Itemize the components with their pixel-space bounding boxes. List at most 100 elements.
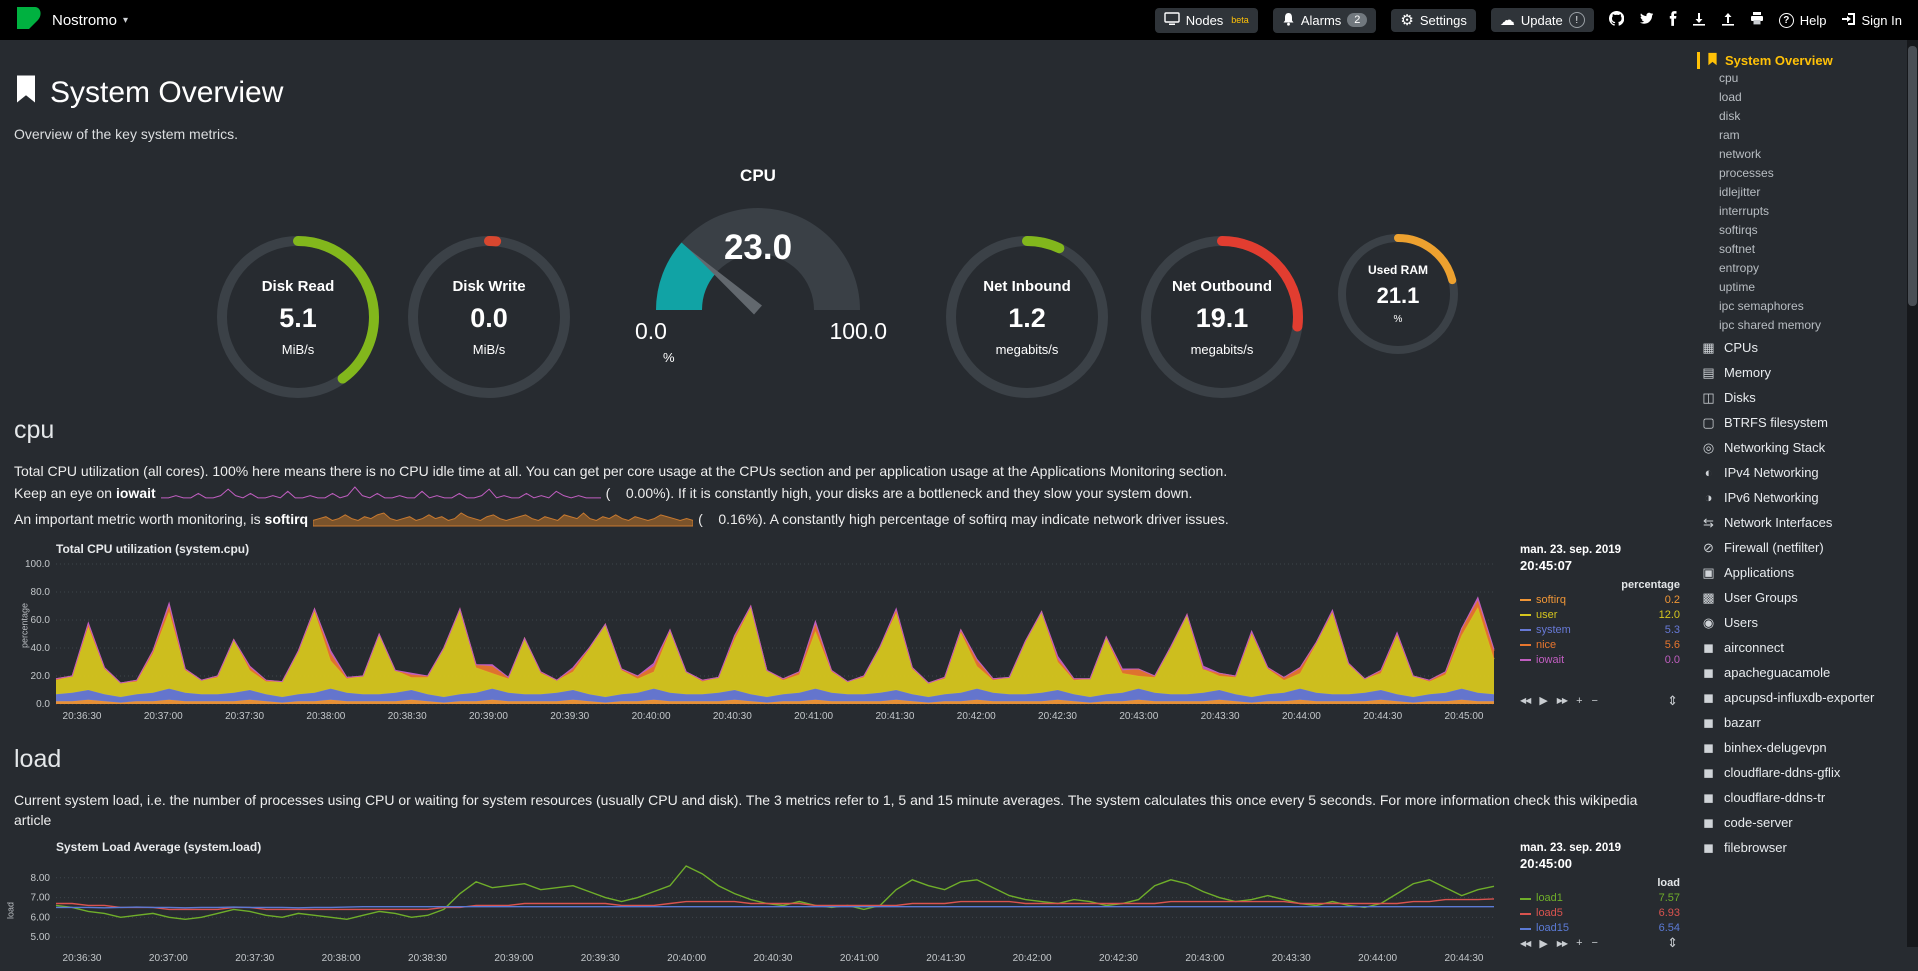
sidebar-subitem-softirqs[interactable]: softirqs xyxy=(1719,223,1758,237)
sidebar-item-ipv4-networking[interactable]: ◐ IPv4 Networking xyxy=(1697,460,1905,485)
sidebar-item-filebrowser[interactable]: ◼ filebrowser xyxy=(1697,835,1905,860)
pan-backward-icon[interactable]: ◀◀ xyxy=(1520,696,1531,706)
sidebar-subitem-processes[interactable]: processes xyxy=(1719,166,1774,180)
svg-text:20:39:00: 20:39:00 xyxy=(494,953,533,964)
svg-text:20:39:00: 20:39:00 xyxy=(469,711,508,722)
cpu-chart-svg[interactable]: 0.0 20.0 40.0 60.0 80.0 100.0 20:36:30 20:37:00… xyxy=(14,558,1502,724)
resize-icon[interactable]: ⇕ xyxy=(1667,935,1678,951)
sidebar-item-label: binhex-delugevpn xyxy=(1724,740,1827,755)
node-selector[interactable]: Nostromo ▾ xyxy=(52,11,129,29)
sidebar-item-cpus[interactable]: ▦ CPUs xyxy=(1697,335,1905,360)
import-button[interactable] xyxy=(1692,12,1706,29)
sidebar-item-cloudflare-ddns-gflix[interactable]: ◼ cloudflare-ddns-gflix xyxy=(1697,760,1905,785)
zoom-in-icon[interactable]: + xyxy=(1576,694,1583,707)
legend-item-nice[interactable]: nice 5.6 xyxy=(1520,638,1680,653)
nodes-button[interactable]: Nodes beta xyxy=(1154,7,1258,33)
sidebar-subitem-ipc-shared-memory[interactable]: ipc shared memory xyxy=(1719,318,1822,332)
cpu-chart-legend-panel: man. 23. sep. 2019 20:45:07 percentage s… xyxy=(1512,542,1680,729)
gauge-net-outbound[interactable]: Net Outbound 19.1 megabits/s xyxy=(1140,235,1304,399)
cpu-plot-area[interactable]: 0.0 20.0 40.0 60.0 80.0 100.0 20:36:30 20:37:00… xyxy=(14,558,1512,729)
play-icon[interactable]: ▶ xyxy=(1539,937,1548,950)
sidebar-item-disks[interactable]: ◫ Disks xyxy=(1697,385,1905,410)
sidebar-subitem-ipc-semaphores[interactable]: ipc semaphores xyxy=(1719,299,1804,313)
legend-value: 0.0 xyxy=(1664,653,1680,666)
legend-value: 0.2 xyxy=(1664,593,1680,606)
sidebar-item-firewall-netfilter[interactable]: ⊘ Firewall (netfilter) xyxy=(1697,535,1905,560)
gauge-value: 0.0 xyxy=(470,302,508,333)
github-button[interactable] xyxy=(1608,10,1625,29)
zoom-out-icon[interactable]: − xyxy=(1591,694,1598,707)
pan-backward-icon[interactable]: ◀◀ xyxy=(1520,938,1531,948)
svg-text:20:37:30: 20:37:30 xyxy=(225,711,264,722)
sidebar-item-binhex-delugevpn[interactable]: ◼ binhex-delugevpn xyxy=(1697,735,1905,760)
zoom-in-icon[interactable]: + xyxy=(1576,937,1583,950)
cpu-chart-toolbar: ◀◀ ▶ ▶▶ + − ⇕ xyxy=(1520,693,1678,709)
sidebar-item-memory[interactable]: ▤ Memory xyxy=(1697,360,1905,385)
sidebar-item-ipv6-networking[interactable]: ◑ IPv6 Networking xyxy=(1697,485,1905,510)
sidebar-item-code-server[interactable]: ◼ code-server xyxy=(1697,810,1905,835)
gauge-disk-read[interactable]: Disk Read 5.1 MiB/s xyxy=(216,235,380,399)
sidebar-item-btrfs-filesystem[interactable]: ▢ BTRFS filesystem xyxy=(1697,410,1905,435)
legend-item-load5[interactable]: load5 6.93 xyxy=(1520,906,1680,921)
netdata-logo[interactable] xyxy=(16,5,42,36)
gauge-disk-write[interactable]: Disk Write 0.0 MiB/s xyxy=(407,235,571,399)
sidebar-item-users[interactable]: ◉ Users xyxy=(1697,610,1905,635)
cpu-gauge[interactable]: CPU 23.0 0.0 100.0% xyxy=(633,166,887,370)
sidebar-item-cloudflare-ddns-tr[interactable]: ◼ cloudflare-ddns-tr xyxy=(1697,785,1905,810)
firewall-icon: ⊘ xyxy=(1703,540,1714,555)
resize-icon[interactable]: ⇕ xyxy=(1667,692,1678,708)
scrollbar-thumb[interactable] xyxy=(1908,46,1917,306)
help-button[interactable]: ? Help xyxy=(1778,12,1827,28)
legend-item-load15[interactable]: load15 6.54 xyxy=(1520,921,1680,936)
play-icon[interactable]: ▶ xyxy=(1539,695,1548,708)
sidebar-item-bazarr[interactable]: ◼ bazarr xyxy=(1697,710,1905,735)
sidebar-item-airconnect[interactable]: ◼ airconnect xyxy=(1697,635,1905,660)
legend-item-softirq[interactable]: softirq 0.2 xyxy=(1520,593,1680,608)
sidebar-item-applications[interactable]: ▣ Applications xyxy=(1697,560,1905,585)
legend-value: 5.3 xyxy=(1664,623,1680,636)
settings-button[interactable]: ⚙ Settings xyxy=(1391,8,1476,32)
legend-item-system[interactable]: system 5.3 xyxy=(1520,623,1680,638)
sidebar-subitem-ram[interactable]: ram xyxy=(1719,128,1740,142)
gauge-label: Net Outbound xyxy=(1172,277,1272,295)
print-button[interactable] xyxy=(1750,12,1764,28)
sidebar-subitem-cpu[interactable]: cpu xyxy=(1719,71,1739,85)
legend-value: 5.6 xyxy=(1664,638,1680,651)
svg-text:20:39:30: 20:39:30 xyxy=(550,711,589,722)
sidebar-subitem-disk[interactable]: disk xyxy=(1719,109,1741,123)
sidebar-subitem-load[interactable]: load xyxy=(1719,90,1742,104)
sidebar-item-apcupsd-influxdb-exporter[interactable]: ◼ apcupsd-influxdb-exporter xyxy=(1697,685,1905,710)
sidebar-subitem-entropy[interactable]: entropy xyxy=(1719,261,1760,275)
sidebar-subitem-uptime[interactable]: uptime xyxy=(1719,280,1756,294)
zoom-out-icon[interactable]: − xyxy=(1591,937,1598,950)
sidebar: System Overview cpu load disk ram network proc… xyxy=(1689,40,1907,971)
legend-value: 6.54 xyxy=(1658,922,1680,935)
gauge-used-ram[interactable]: Used RAM 21.1% xyxy=(1337,233,1459,355)
sidebar-item-network-interfaces[interactable]: ⇆ Network Interfaces xyxy=(1697,510,1905,535)
sidebar-item-apacheguacamole[interactable]: ◼ apacheguacamole xyxy=(1697,660,1905,685)
pan-forward-icon[interactable]: ▶▶ xyxy=(1556,696,1568,706)
update-button[interactable]: ☁ Update ! xyxy=(1490,8,1594,32)
twitter-button[interactable] xyxy=(1639,12,1654,28)
sidebar-subitem-softnet[interactable]: softnet xyxy=(1719,242,1756,256)
gauge-net-inbound[interactable]: Net Inbound 1.2 megabits/s xyxy=(945,235,1109,399)
export-button[interactable] xyxy=(1721,12,1735,29)
legend-item-iowait[interactable]: iowait 0.0 xyxy=(1520,653,1680,668)
legend-item-user[interactable]: user 12.0 xyxy=(1520,608,1680,623)
sidebar-item-networking-stack[interactable]: ◎ Networking Stack xyxy=(1697,435,1905,460)
sidebar-item-system-overview[interactable]: System Overview xyxy=(1697,52,1905,69)
sidebar-subitem-idlejitter[interactable]: idlejitter xyxy=(1719,185,1761,199)
facebook-button[interactable] xyxy=(1669,11,1677,29)
sidebar-item-user-groups[interactable]: ▩ User Groups xyxy=(1697,585,1905,610)
signin-button[interactable]: Sign In xyxy=(1841,12,1902,28)
page-scrollbar[interactable] xyxy=(1907,40,1918,947)
alarms-button[interactable]: Alarms 2 xyxy=(1272,7,1377,33)
load-plot-area[interactable]: 5.00 6.00 7.00 8.00 20:36:30 20:37:00 20:37:30… xyxy=(14,856,1512,971)
pan-forward-icon[interactable]: ▶▶ xyxy=(1556,938,1568,948)
load-chart-svg[interactable]: 5.00 6.00 7.00 8.00 20:36:30 20:37:00 20:37:30… xyxy=(14,856,1502,966)
legend-item-load1[interactable]: load1 7.57 xyxy=(1520,891,1680,906)
disk-icon: ◫ xyxy=(1702,390,1715,405)
sidebar-subitem-interrupts[interactable]: interrupts xyxy=(1719,204,1770,218)
sidebar-subitem-network[interactable]: network xyxy=(1719,147,1762,161)
gauge-units: MiB/s xyxy=(281,341,315,357)
